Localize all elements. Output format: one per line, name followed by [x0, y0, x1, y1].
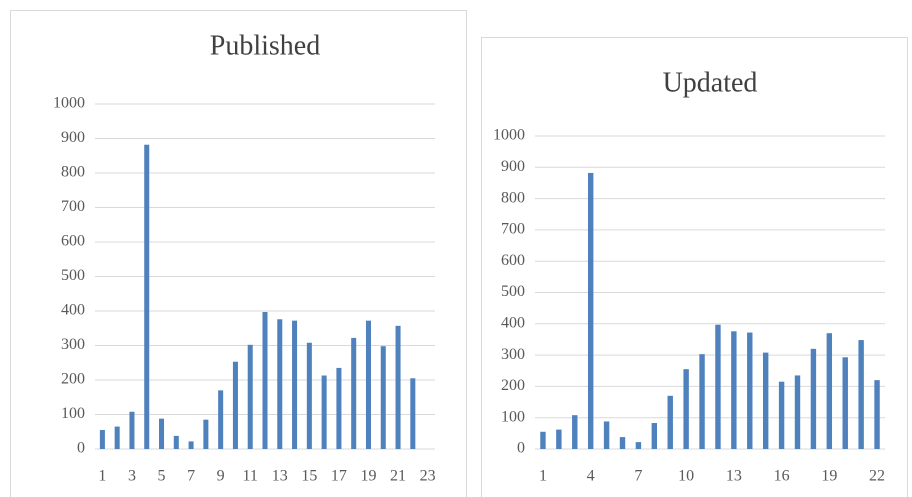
y-tick-label: 0	[77, 440, 85, 457]
chart-frame	[10, 10, 467, 497]
bar	[173, 435, 179, 449]
bar	[410, 378, 416, 449]
bar	[159, 418, 165, 449]
bar	[667, 395, 673, 449]
bar	[203, 419, 209, 449]
bar	[651, 423, 658, 449]
bar	[292, 320, 298, 449]
y-tick-label: 1000	[53, 95, 85, 112]
x-tick-label: 17	[331, 468, 347, 485]
bar	[247, 344, 253, 449]
chart-title: Published	[210, 30, 320, 61]
bar	[842, 357, 848, 449]
bar	[731, 331, 737, 449]
x-tick-label: 4	[587, 468, 595, 485]
x-tick-label: 10	[678, 468, 694, 485]
bar	[794, 375, 801, 449]
y-tick-label: 400	[61, 302, 85, 319]
bar	[218, 390, 224, 449]
y-tick-label: 500	[61, 267, 85, 284]
y-tick-label: 100	[61, 405, 85, 422]
bar	[144, 144, 150, 449]
bar	[99, 430, 105, 449]
bar	[321, 375, 327, 449]
y-tick-label: 500	[501, 283, 525, 300]
y-tick-label: 700	[61, 198, 85, 215]
x-tick-label: 9	[217, 468, 225, 485]
bar	[874, 380, 880, 449]
y-tick-label: 700	[501, 221, 525, 238]
x-tick-label: 7	[187, 468, 195, 485]
y-tick-label: 900	[61, 129, 85, 146]
bar	[747, 332, 753, 449]
x-tick-label: 13	[726, 468, 742, 485]
y-tick-label: 300	[501, 346, 525, 363]
bar	[336, 367, 342, 449]
bar	[762, 352, 769, 449]
y-tick-label: 0	[517, 440, 525, 457]
x-tick-label: 11	[243, 468, 258, 485]
bar	[380, 346, 386, 449]
x-tick-label: 16	[774, 468, 790, 485]
bar	[351, 337, 357, 449]
x-tick-label: 3	[128, 468, 136, 485]
x-tick-label: 19	[360, 468, 376, 485]
x-tick-label: 23	[420, 468, 436, 485]
bar	[572, 415, 578, 449]
y-tick-label: 800	[501, 189, 525, 206]
y-tick-label: 400	[501, 314, 525, 331]
x-tick-label: 5	[158, 468, 166, 485]
bar	[188, 441, 194, 449]
y-tick-label: 800	[61, 164, 85, 181]
bar	[778, 381, 785, 449]
bar	[858, 340, 864, 449]
y-tick-label: 200	[61, 371, 85, 388]
bar	[262, 312, 268, 449]
x-tick-label: 22	[869, 468, 885, 485]
bar	[810, 348, 817, 449]
bar	[683, 369, 689, 449]
bar	[129, 411, 135, 449]
bar	[277, 319, 283, 449]
bar	[619, 437, 626, 449]
y-tick-label: 100	[501, 408, 525, 425]
bar	[306, 342, 312, 449]
y-tick-label: 600	[501, 252, 525, 269]
chart-frame	[481, 37, 908, 497]
x-tick-label: 13	[272, 468, 288, 485]
bar	[587, 172, 594, 449]
x-tick-label: 15	[301, 468, 317, 485]
bar	[715, 324, 721, 449]
bar	[699, 354, 705, 449]
bar	[540, 431, 546, 449]
x-tick-label: 21	[390, 468, 406, 485]
bar	[603, 421, 610, 449]
x-tick-label: 1	[98, 468, 106, 485]
bar	[826, 333, 833, 449]
y-tick-label: 1000	[493, 127, 525, 144]
y-tick-label: 600	[61, 233, 85, 250]
x-tick-label: 1	[539, 468, 547, 485]
chart-title: Updated	[663, 67, 758, 98]
y-tick-label: 900	[501, 158, 525, 175]
bar	[556, 429, 562, 449]
bar	[635, 442, 642, 449]
y-tick-label: 200	[501, 377, 525, 394]
bar	[114, 426, 120, 449]
bar	[395, 325, 401, 449]
bar	[365, 320, 371, 449]
y-tick-label: 300	[61, 336, 85, 353]
x-tick-label: 7	[634, 468, 642, 485]
bar	[232, 361, 238, 449]
x-tick-label: 19	[821, 468, 837, 485]
